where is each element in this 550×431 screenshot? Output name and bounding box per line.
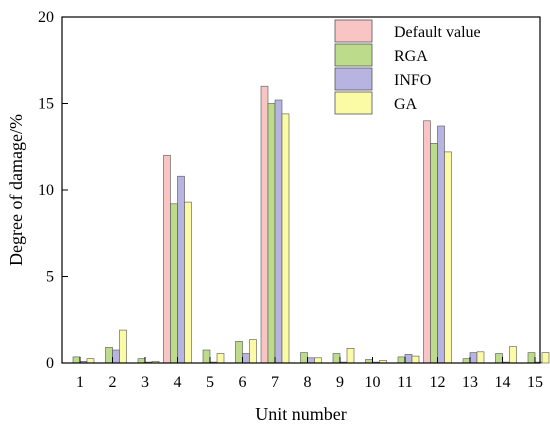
bar-ga-unit-9	[346, 347, 355, 364]
bar-rga-unit-5	[202, 349, 211, 364]
x-axis-title: Unit number	[255, 404, 347, 424]
x-tick-label: 15	[527, 374, 543, 391]
bar-info-unit-7	[274, 99, 283, 364]
bar-ga-unit-14	[509, 346, 517, 364]
y-tick-label: 5	[46, 269, 54, 286]
x-tick-label: 12	[430, 374, 446, 391]
legend-swatch-default-value	[334, 19, 373, 43]
bar-rga-unit-1	[72, 356, 81, 364]
legend-swatch-rga	[334, 43, 373, 67]
legend-swatch-ga	[334, 91, 373, 115]
x-tick-label: 5	[206, 374, 214, 391]
bar-info-unit-13	[469, 352, 478, 364]
bar-ga-unit-8	[314, 357, 322, 364]
y-tick-label: 20	[38, 9, 54, 26]
bar-rga-unit-2	[105, 347, 113, 364]
bar-info-unit-8	[307, 357, 315, 364]
bar-info-unit-11	[404, 354, 413, 364]
bar-rga-unit-6	[235, 341, 243, 364]
bar-info-unit-4	[177, 175, 185, 364]
bar-rga-unit-9	[332, 353, 341, 364]
bar-default-value-unit-4	[163, 155, 171, 364]
bar-rga-unit-13	[462, 358, 471, 364]
x-tick-label: 14	[495, 374, 511, 391]
y-axis-title: Degree of damage/%	[6, 114, 26, 266]
bar-rga-unit-12	[430, 143, 438, 364]
y-tick-label: 15	[38, 96, 54, 113]
bar-ga-unit-15	[541, 352, 550, 364]
bar-ga-unit-6	[249, 339, 257, 364]
bar-rga-unit-15	[527, 352, 536, 364]
y-tick-label: 0	[46, 355, 54, 372]
x-tick-label: 1	[76, 374, 84, 391]
x-tick-label: 11	[397, 374, 412, 391]
legend-label: Default value	[394, 24, 481, 41]
x-tick-label: 4	[174, 374, 182, 391]
bar-ga-unit-11	[411, 355, 420, 364]
x-tick-label: 13	[462, 374, 478, 391]
bar-ga-unit-12	[444, 151, 452, 364]
bar-info-unit-12	[437, 125, 445, 364]
bar-ga-unit-4	[184, 201, 192, 364]
legend-label: RGA	[394, 48, 428, 65]
x-tick-label: 6	[239, 374, 247, 391]
bar-info-unit-2	[112, 349, 120, 364]
plot-frame	[61, 16, 541, 364]
y-tick-label: 10	[38, 182, 54, 199]
x-tick-label: 3	[141, 374, 149, 391]
bar-ga-unit-13	[476, 351, 485, 364]
x-tick-label: 8	[304, 374, 312, 391]
bar-ga-unit-7	[281, 113, 290, 364]
bar-ga-unit-2	[119, 329, 127, 364]
x-tick-label: 2	[109, 374, 117, 391]
legend-swatch-info	[334, 67, 373, 91]
legend-label: INFO	[394, 72, 431, 89]
x-tick-label: 10	[365, 374, 381, 391]
bar-rga-unit-3	[137, 358, 146, 364]
bar-rga-unit-7	[267, 103, 276, 364]
bar-info-unit-6	[242, 353, 250, 364]
x-tick-label: 9	[336, 374, 344, 391]
bar-ga-unit-1	[86, 358, 95, 364]
bar-rga-unit-4	[170, 203, 178, 364]
x-tick-label: 7	[271, 374, 279, 391]
bar-rga-unit-8	[300, 352, 308, 364]
bars-layer	[72, 85, 550, 364]
legend: Default value RGA INFO GA	[334, 19, 481, 115]
legend-label: GA	[394, 96, 418, 113]
bar-rga-unit-11	[397, 356, 406, 364]
bar-default-value-unit-12	[423, 120, 431, 364]
bar-ga-unit-5	[216, 353, 225, 364]
bar-rga-unit-14	[495, 353, 503, 364]
bar-default-value-unit-7	[260, 85, 269, 364]
